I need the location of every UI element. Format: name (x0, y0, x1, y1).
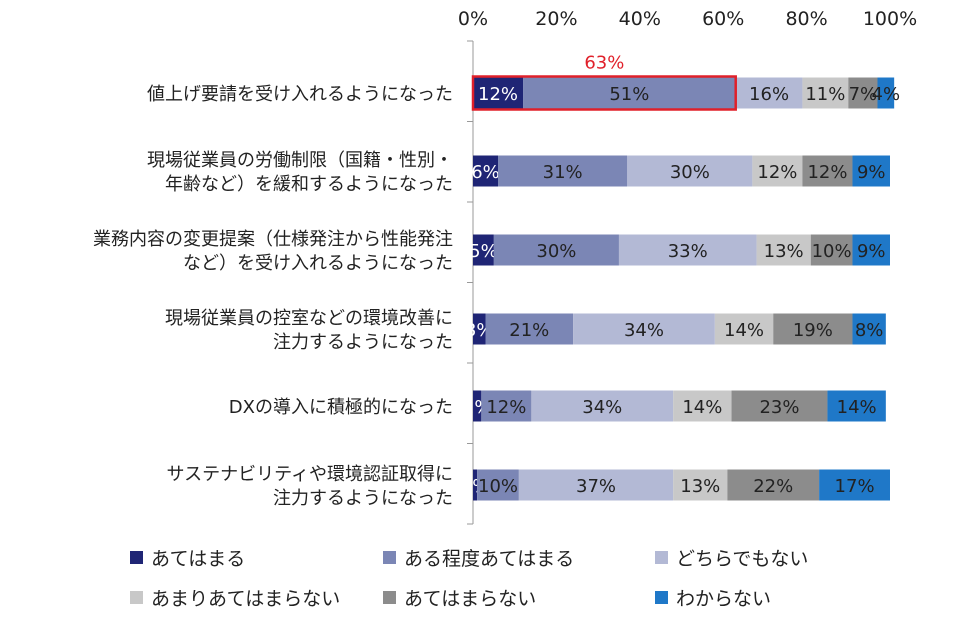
bar-segment (531, 390, 674, 422)
bar-segment (752, 155, 803, 187)
data-label: 10% (812, 241, 852, 262)
bar-segment (477, 469, 519, 501)
data-label: 34% (624, 320, 664, 341)
data-label: 12% (486, 397, 526, 418)
bar-segment (473, 469, 478, 501)
bar-segment (518, 469, 674, 501)
data-label: 23% (759, 397, 799, 418)
data-label: 19% (793, 320, 833, 341)
data-label: 12% (757, 162, 797, 183)
x-tick-label: 60% (702, 8, 744, 30)
bar-segment (827, 390, 886, 422)
category-label: 現場従業員の労働制限（国籍・性別・ (147, 150, 453, 171)
category-labels: 値上げ要請を受け入れるようになった現場従業員の労働制限（国籍・性別・年齢など）を… (93, 84, 453, 509)
bar-segment (473, 77, 524, 109)
data-label: 21% (509, 320, 549, 341)
bar-segment (852, 234, 890, 266)
data-label: 4% (872, 84, 901, 105)
data-label: 31% (543, 162, 583, 183)
data-label: 5% (469, 241, 498, 262)
x-tick-label: 20% (535, 8, 577, 30)
bar-segment (848, 77, 878, 109)
bar-segment (819, 469, 890, 501)
bar-segment (523, 77, 736, 109)
category-label: サステナビリティや環境認証取得に (166, 464, 453, 485)
bar-segment (877, 77, 895, 109)
category-label: 注力するようになった (273, 332, 453, 353)
bar-segment (773, 313, 853, 345)
bar-segment (473, 313, 486, 345)
bar-segment (485, 313, 574, 345)
category-label: 値上げ要請を受け入れるようになった (147, 84, 453, 105)
data-label: 17% (835, 476, 875, 497)
data-label: 37% (576, 476, 616, 497)
data-label: 33% (668, 241, 708, 262)
annotation-label: 63% (584, 53, 624, 74)
data-label: 12% (807, 162, 847, 183)
bar-segment (852, 313, 886, 345)
data-label: 8% (855, 320, 884, 341)
data-label: 13% (764, 241, 804, 262)
category-label: 年齢など）を緩和するようになった (165, 174, 453, 195)
data-label: 12% (478, 84, 518, 105)
bars: 12% 51% 16% 11% 7%4% 6% 31% 30% 12% 12% 9% 5% 30% 33%… (461, 77, 901, 501)
data-label: 51% (609, 84, 649, 105)
bar-segment (627, 155, 753, 187)
data-label: 34% (582, 397, 622, 418)
bar-segment (852, 155, 890, 187)
bar-segment (473, 155, 499, 187)
category-label: 現場従業員の控室などの環境改善に (165, 308, 453, 329)
bar-segment (673, 469, 728, 501)
bar-segment (731, 390, 828, 422)
data-label: 30% (536, 241, 576, 262)
bar-segment (735, 77, 803, 109)
bar-segment (673, 390, 732, 422)
bar-segment (473, 390, 482, 422)
data-label: 6% (471, 162, 500, 183)
bar-segment (498, 155, 628, 187)
bar-segment (473, 234, 494, 266)
data-label: 14% (724, 320, 764, 341)
category-label: 注力するようになった (273, 488, 453, 509)
data-label: 16% (749, 84, 789, 105)
data-label: 30% (670, 162, 710, 183)
data-label: 9% (857, 162, 886, 183)
x-tick-label: 80% (785, 8, 827, 30)
data-label: 10% (478, 476, 518, 497)
y-axis (467, 40, 474, 525)
bar-segment (756, 234, 811, 266)
bar-segment (481, 390, 532, 422)
data-label: 11% (805, 84, 845, 105)
bar-segment (802, 155, 853, 187)
bar-segment (802, 77, 849, 109)
x-tick-label: 100% (863, 8, 917, 30)
category-label: など）を受け入れるようになった (183, 253, 453, 274)
x-tick-label: 0% (458, 8, 488, 30)
bar-segment (810, 234, 853, 266)
data-label: 7% (849, 84, 878, 105)
data-label: 13% (680, 476, 720, 497)
bar-segment (573, 313, 715, 345)
x-axis: 0% 20% 40% 60% 80% 100% (458, 8, 917, 30)
annotation: 63% (471, 53, 737, 111)
bar-segment (714, 313, 774, 345)
bar-segment (493, 234, 619, 266)
category-label: 業務内容の変更提案（仕様発注から性能発注 (93, 229, 453, 250)
bar-segment (727, 469, 820, 501)
data-label: 14% (682, 397, 722, 418)
data-label: 14% (837, 397, 877, 418)
bar-segment (618, 234, 757, 266)
category-label: DXの導入に積極的になった (229, 397, 453, 418)
highlight-box (471, 75, 737, 111)
x-tick-label: 40% (619, 8, 661, 30)
data-label: 22% (753, 476, 793, 497)
data-label: 9% (857, 241, 886, 262)
